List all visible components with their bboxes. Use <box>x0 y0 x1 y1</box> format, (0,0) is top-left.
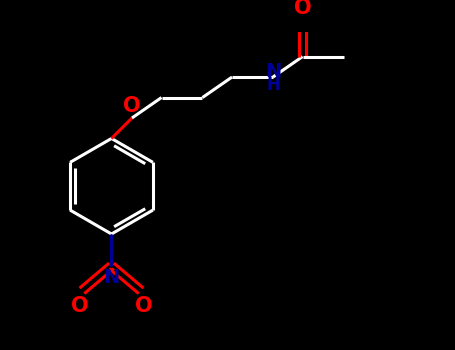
Text: N: N <box>265 62 281 81</box>
Text: O: O <box>123 96 141 116</box>
Text: O: O <box>71 296 88 316</box>
Text: O: O <box>135 296 152 316</box>
Text: N: N <box>103 268 120 287</box>
Text: H: H <box>266 76 280 94</box>
Text: O: O <box>294 0 311 18</box>
